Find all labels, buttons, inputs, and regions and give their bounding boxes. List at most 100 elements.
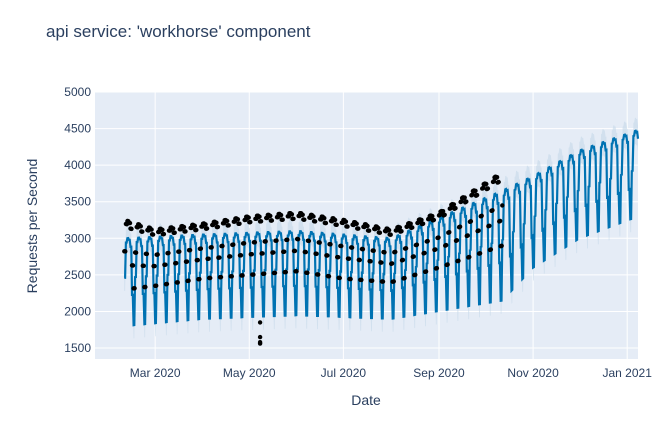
observed-point	[371, 248, 376, 253]
observed-point	[431, 217, 437, 223]
observed-point	[473, 188, 478, 193]
observed-point	[218, 274, 224, 280]
observed-point	[291, 216, 296, 221]
observed-point	[368, 259, 373, 264]
y-tick-label: 4500	[64, 122, 91, 136]
observed-point	[474, 192, 480, 198]
observed-point	[476, 228, 481, 233]
observed-point	[214, 220, 219, 225]
observed-point	[278, 212, 284, 218]
observed-point	[494, 175, 500, 180]
observed-point	[283, 269, 288, 275]
observed-point	[326, 274, 332, 279]
observed-point	[459, 199, 464, 204]
chart-title: api service: 'workhorse' component	[46, 22, 311, 41]
observed-point	[271, 250, 276, 255]
observed-point	[328, 242, 333, 247]
observed-point	[217, 255, 222, 260]
observed-point	[465, 233, 470, 238]
y-tick-label: 3500	[64, 195, 91, 209]
observed-point	[251, 272, 256, 277]
observed-point	[484, 181, 489, 187]
observed-point	[445, 262, 450, 267]
observed-point	[434, 266, 440, 271]
observed-point	[154, 283, 159, 288]
observed-point	[323, 220, 329, 226]
observed-point	[354, 221, 359, 226]
observed-point	[477, 251, 483, 256]
observed-point	[379, 260, 384, 265]
observed-point	[433, 247, 438, 252]
observed-outlier-point	[257, 341, 263, 346]
observed-point	[229, 274, 234, 279]
observed-point	[311, 214, 316, 219]
observed-point	[282, 249, 287, 254]
observed-point	[388, 232, 393, 237]
observed-point	[141, 263, 146, 268]
observed-point	[348, 276, 353, 282]
observed-point	[143, 284, 148, 290]
observed-point	[349, 245, 355, 250]
observed-point	[303, 249, 308, 255]
observed-point	[312, 219, 318, 224]
observed-point	[382, 250, 387, 255]
observed-point	[194, 227, 199, 233]
observed-point	[260, 251, 265, 256]
observed-point	[164, 281, 170, 287]
observed-point	[496, 179, 501, 185]
observed-point	[488, 247, 494, 252]
observed-point	[209, 245, 214, 250]
observed-point	[184, 259, 190, 264]
observed-point	[420, 221, 426, 226]
observed-point	[346, 256, 352, 261]
observed-point	[226, 223, 231, 228]
observed-point	[380, 279, 386, 284]
observed-point	[203, 222, 208, 227]
observed-point	[127, 220, 133, 226]
observed-point	[155, 252, 160, 257]
observed-point	[411, 254, 416, 259]
y-tick-label: 3000	[64, 231, 91, 245]
observed-point	[453, 206, 458, 211]
observed-point	[336, 255, 341, 260]
observed-point	[133, 250, 139, 255]
observed-point	[161, 231, 167, 237]
observed-point	[292, 248, 298, 254]
observed-point	[325, 253, 330, 258]
observed-point	[403, 246, 409, 251]
observed-point	[237, 221, 242, 226]
y-tick-label: 2500	[64, 268, 91, 282]
observed-point	[359, 277, 364, 283]
observed-point	[457, 224, 463, 229]
observed-point	[258, 219, 264, 224]
observed-point	[130, 263, 136, 268]
observed-point	[269, 218, 275, 223]
observed-point	[334, 222, 339, 227]
observed-point	[262, 271, 267, 276]
observed-point	[357, 257, 362, 263]
observed-point	[464, 199, 469, 204]
observed-point	[462, 195, 467, 200]
x-tick-label: Sep 2020	[413, 366, 465, 380]
forecast-line	[124, 129, 640, 327]
observed-point	[487, 223, 492, 228]
y-tick-label: 5000	[64, 85, 91, 99]
observed-point	[160, 227, 165, 232]
observed-point	[215, 224, 221, 230]
observed-point	[317, 240, 322, 245]
observed-point	[399, 229, 404, 234]
observed-point	[423, 269, 429, 274]
observed-point	[163, 262, 168, 267]
observed-point	[400, 257, 406, 263]
observed-point	[444, 242, 449, 248]
observed-point	[360, 247, 366, 252]
observed-point	[422, 250, 427, 256]
x-tick-label: May 2020	[223, 366, 276, 380]
observed-point	[248, 219, 253, 225]
x-tick-label: Jul 2020	[321, 366, 367, 380]
observed-point	[198, 246, 204, 251]
observed-point	[376, 225, 381, 231]
observed-point	[295, 237, 301, 242]
observed-point	[175, 280, 180, 285]
observed-point	[456, 258, 461, 263]
